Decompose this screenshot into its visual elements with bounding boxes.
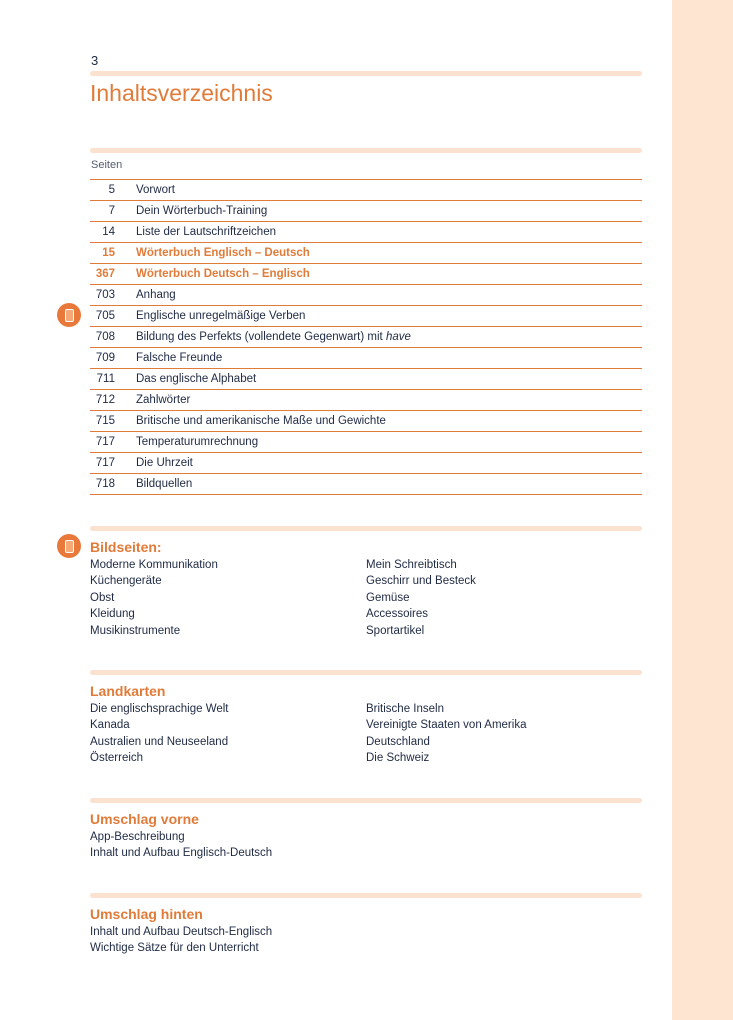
- toc-entry[interactable]: 705 Englische unregelmäßige Verben: [90, 306, 642, 327]
- toc-page: 715: [95, 415, 115, 427]
- toc-label: Das englische Alphabet: [136, 373, 257, 385]
- toc-entry[interactable]: 7 Dein Wörterbuch-Training: [90, 201, 642, 222]
- section-title: Umschlag vorne: [90, 811, 199, 827]
- section-title: Bildseiten:: [90, 539, 162, 555]
- toc-label: Dein Wörterbuch-Training: [136, 205, 268, 217]
- page-title: Inhaltsverzeichnis: [90, 80, 273, 106]
- section-item[interactable]: Vereinigte Staaten von Amerika: [366, 719, 527, 732]
- section-umschlag-hinten: Umschlag hinten Inhalt und Aufbau Deutsch…: [90, 906, 642, 957]
- toc-page: 711: [96, 373, 115, 385]
- toc-label: Anhang: [136, 289, 176, 301]
- toc-entry[interactable]: 709 Falsche Freunde: [90, 348, 642, 369]
- section-item[interactable]: Geschirr und Besteck: [366, 575, 476, 588]
- section-item[interactable]: Musikinstrumente: [90, 624, 181, 637]
- toc-page: 708: [95, 331, 115, 343]
- divider: [90, 798, 642, 803]
- section-item[interactable]: Sportartikel: [366, 624, 425, 637]
- section-item[interactable]: Gemüse: [366, 591, 410, 604]
- page-number: 3: [91, 53, 99, 68]
- toc-label: Temperaturumrechnung: [136, 436, 259, 448]
- toc-label: Wörterbuch Englisch – Deutsch: [136, 247, 310, 259]
- toc-page: 718: [95, 478, 115, 490]
- toc-label: Englische unregelmäßige Verben: [136, 310, 306, 322]
- section-umschlag-vorne: Umschlag vorne App-Beschreibung Inhalt und…: [90, 811, 642, 862]
- section-item[interactable]: Moderne Kommunikation: [90, 559, 218, 571]
- divider: [90, 148, 642, 153]
- pages-column-label: Seiten: [91, 159, 123, 171]
- divider: [90, 893, 642, 898]
- toc-page: 705: [95, 310, 115, 322]
- table-of-contents: 5 Vorwort 7 Dein Wörterbuch-Training 14 Liste…: [90, 179, 642, 495]
- toc-entry[interactable]: 14 Liste der Lautschriftzeichen: [90, 222, 642, 243]
- section-item[interactable]: Die englischsprachige Welt: [90, 703, 229, 715]
- toc-page: 712: [95, 394, 115, 406]
- toc-entry[interactable]: 717 Temperaturumrechnung: [90, 432, 642, 453]
- toc-entry[interactable]: 715 Britische und amerikanische Maße und …: [90, 411, 642, 432]
- toc-label: Liste der Lautschriftzeichen: [136, 226, 276, 238]
- toc-entry[interactable]: 367 Wörterbuch Deutsch – Englisch: [90, 264, 642, 285]
- section-item[interactable]: Österreich: [90, 752, 144, 765]
- toc-entry[interactable]: 5 Vorwort: [90, 180, 642, 201]
- toc-page: 367: [95, 268, 115, 280]
- section-item[interactable]: App-Beschreibung: [90, 831, 185, 843]
- toc-entry[interactable]: 703 Anhang: [90, 285, 642, 306]
- toc-entry[interactable]: 15 Wörterbuch Englisch – Deutsch: [90, 243, 642, 264]
- toc-entry[interactable]: 712 Zahlwörter: [90, 390, 642, 411]
- toc-label: Bildung des Perfekts (vollendete Gegenwa…: [136, 331, 411, 343]
- section-item[interactable]: Deutschland: [366, 735, 430, 748]
- toc-label: Bildquellen: [136, 478, 193, 490]
- toc-page: 703: [95, 289, 115, 301]
- page-edge-strip: [672, 0, 733, 1020]
- toc-page: 717: [95, 457, 115, 469]
- section-item[interactable]: Obst: [90, 591, 115, 604]
- section-item[interactable]: Wichtige Sätze für den Unterricht: [90, 942, 259, 955]
- toc-entry[interactable]: 718 Bildquellen: [90, 474, 642, 495]
- section-item[interactable]: Inhalt und Aufbau Englisch-Deutsch: [90, 847, 273, 860]
- mobile-app-icon: [57, 534, 81, 558]
- toc-page: 15: [102, 247, 115, 259]
- toc-label: Britische und amerikanische Maße und Gew…: [136, 415, 386, 427]
- toc-label: Die Uhrzeit: [136, 457, 193, 469]
- toc-label: Zahlwörter: [136, 394, 191, 406]
- toc-page: 7: [108, 205, 115, 217]
- toc-page: 5: [108, 184, 115, 196]
- toc-label: Vorwort: [136, 184, 175, 196]
- section-item[interactable]: Mein Schreibtisch: [366, 559, 457, 571]
- section-item[interactable]: Kanada: [90, 719, 130, 732]
- toc-entry[interactable]: 717 Die Uhrzeit: [90, 453, 642, 474]
- section-item[interactable]: Die Schweiz: [366, 752, 430, 765]
- section-item[interactable]: Britische Inseln: [366, 703, 444, 715]
- divider: [90, 526, 642, 531]
- mobile-app-icon: [57, 303, 81, 327]
- toc-entry[interactable]: 711 Das englische Alphabet: [90, 369, 642, 390]
- section-item[interactable]: Australien und Neuseeland: [90, 735, 229, 748]
- section-item[interactable]: Kleidung: [90, 608, 135, 621]
- section-bildseiten: Bildseiten: Moderne Kommunikation Küchenge…: [90, 539, 642, 639]
- section-title: Umschlag hinten: [90, 906, 203, 922]
- section-item[interactable]: Inhalt und Aufbau Deutsch-Englisch: [90, 926, 273, 938]
- toc-label: Wörterbuch Deutsch – Englisch: [136, 268, 310, 280]
- toc-page: 717: [95, 436, 115, 448]
- divider: [90, 670, 642, 675]
- section-landkarten: Landkarten Die englischsprachige Welt Kana…: [90, 683, 642, 767]
- toc-entry[interactable]: 708 Bildung des Perfekts (vollendete Gege…: [90, 327, 642, 348]
- toc-page: 709: [95, 352, 115, 364]
- toc-page: 14: [102, 226, 115, 238]
- divider: [90, 71, 642, 76]
- section-item[interactable]: Küchengeräte: [90, 575, 162, 588]
- section-item[interactable]: Accessoires: [366, 608, 428, 621]
- section-title: Landkarten: [90, 683, 166, 699]
- toc-label: Falsche Freunde: [136, 352, 223, 364]
